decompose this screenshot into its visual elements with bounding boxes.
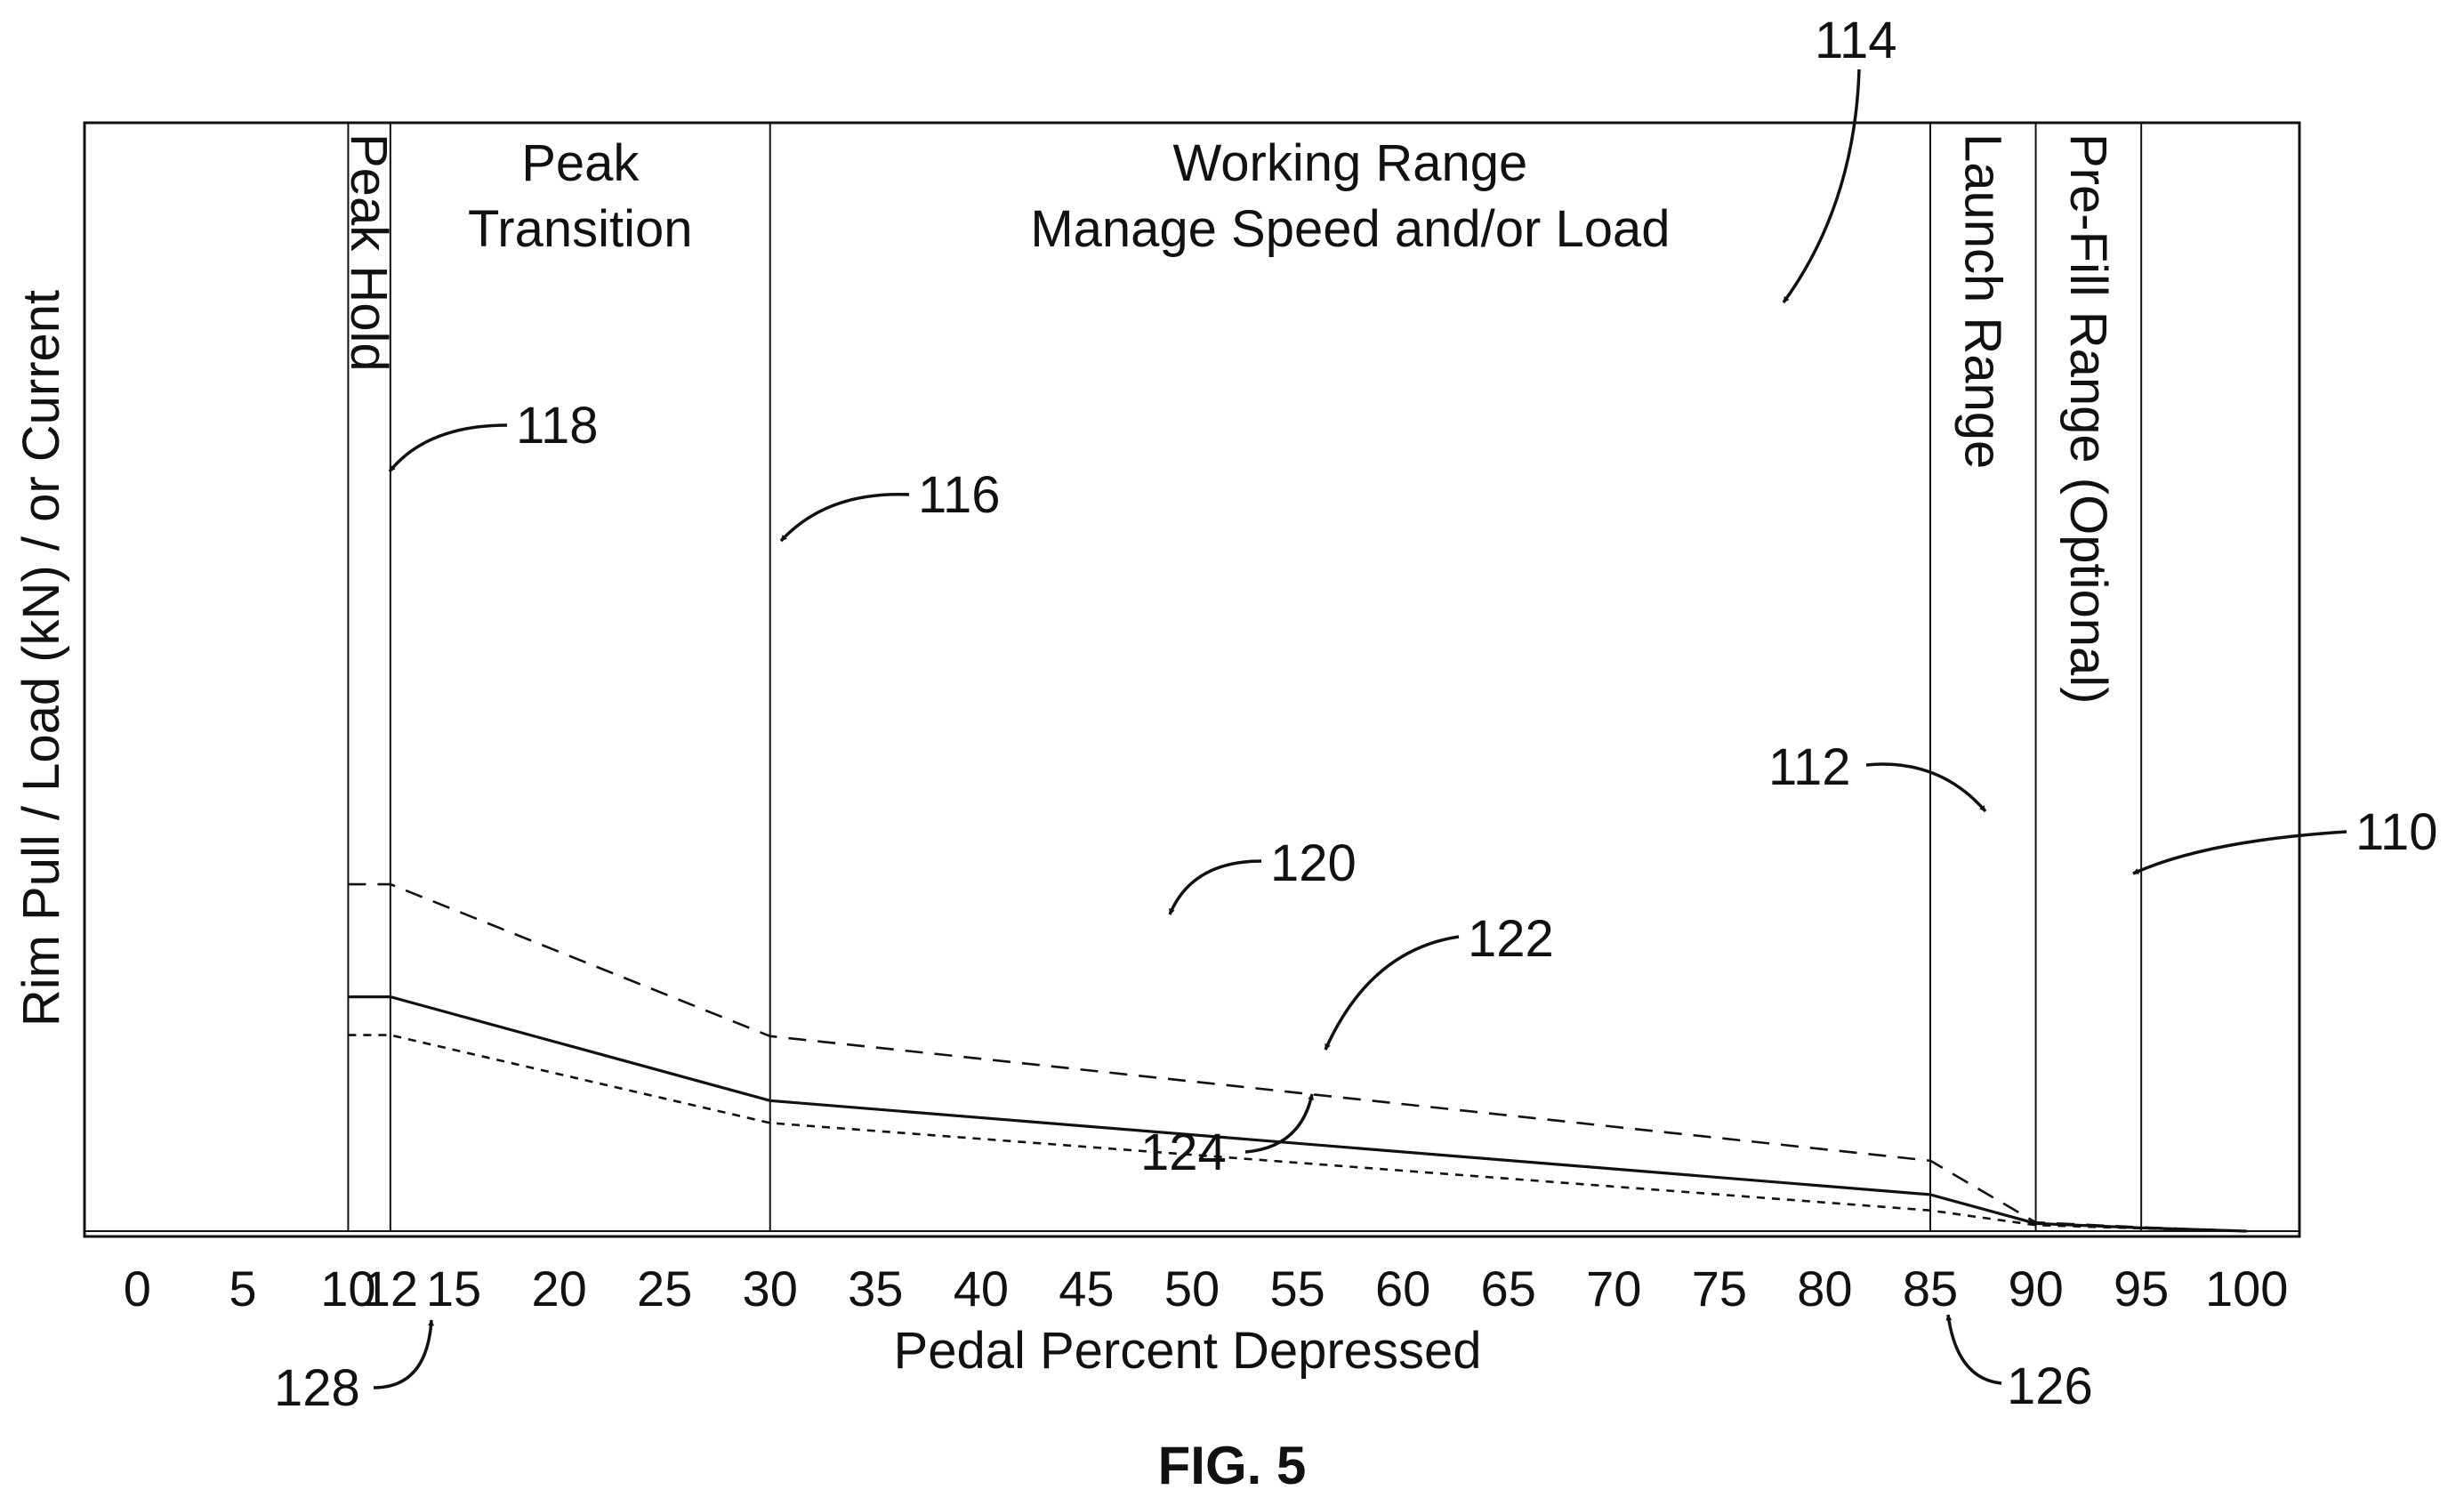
x-tick-55: 55 (1269, 1260, 1325, 1317)
callout-124: 124 (1140, 1093, 1315, 1181)
leader-126 (1945, 1314, 2002, 1385)
region-label-2-line-0: Working Range (1173, 134, 1528, 192)
x-tick-65: 65 (1481, 1260, 1536, 1317)
x-tick-20: 20 (531, 1260, 586, 1317)
region-label-0: Peak Hold (340, 133, 398, 372)
ref-122: 122 (1468, 910, 1554, 968)
x-tick-50: 50 (1164, 1260, 1220, 1317)
region-label-1: Peak Transition (468, 134, 693, 258)
x-tick-70: 70 (1586, 1260, 1641, 1317)
x-tick-40: 40 (954, 1260, 1009, 1317)
callout-120: 120 (1168, 834, 1357, 915)
series-122 (348, 995, 2247, 1233)
region-label-2-line-1: Manage Speed and/or Load (1030, 200, 1670, 258)
x-tick-10: 10 (320, 1260, 375, 1317)
leader-116 (779, 492, 910, 543)
leader-120 (1168, 859, 1262, 915)
ref-116: 116 (918, 466, 1000, 524)
series-layer (348, 882, 2247, 1233)
x-tick-15: 15 (426, 1260, 481, 1317)
region-dividers (347, 123, 2143, 1231)
x-tick-35: 35 (848, 1260, 903, 1317)
ref-126: 126 (2007, 1357, 2093, 1415)
x-tick-45: 45 (1059, 1260, 1114, 1317)
callout-110: 110 (2132, 803, 2437, 875)
callout-128: 128 (274, 1319, 435, 1417)
ref-124: 124 (1140, 1124, 1227, 1181)
ref-114: 114 (1815, 12, 1896, 69)
region-label-2: Working Range Manage Speed and/or Load (1030, 134, 1670, 258)
x-tick-75: 75 (1692, 1260, 1747, 1317)
plot-frame (83, 121, 2301, 1238)
x-axis-label: Pedal Percent Depressed (894, 1322, 1482, 1380)
callout-118: 118 (388, 397, 598, 473)
x-tick-90: 90 (2008, 1260, 2063, 1317)
series-120 (348, 882, 2247, 1233)
y-axis-label: Rim Pull / Load (kN) / or Current (12, 290, 70, 1027)
callout-126: 126 (1945, 1314, 2093, 1415)
leader-118 (388, 423, 508, 473)
callout-116: 116 (779, 466, 1000, 543)
x-tick-85: 85 (1903, 1260, 1958, 1317)
ref-118: 118 (516, 397, 598, 455)
x-tick-100: 100 (2205, 1260, 2288, 1317)
figure-label: FIG. 5 (1158, 1436, 1307, 1495)
x-tick-30: 30 (743, 1260, 798, 1317)
x-tick-95: 95 (2114, 1260, 2169, 1317)
ref-112: 112 (1768, 738, 1850, 796)
callout-122: 122 (1324, 910, 1554, 1051)
callout-114: 114 (1782, 12, 1896, 304)
leader-110 (2132, 830, 2347, 875)
callout-112: 112 (1768, 738, 1987, 813)
leader-124 (1244, 1093, 1315, 1154)
x-tick-12: 12 (363, 1260, 418, 1317)
ref-110: 110 (2355, 803, 2437, 861)
leader-122 (1324, 935, 1460, 1051)
region-labels: Peak Hold Peak Transition Working Range Mana… (340, 133, 2117, 704)
leader-128 (373, 1319, 435, 1389)
region-label-4: Pre-Fill Range (Optional) (2059, 133, 2117, 704)
x-tick-80: 80 (1797, 1260, 1852, 1317)
ref-120: 120 (1270, 834, 1357, 892)
leader-112 (1865, 762, 1987, 813)
x-tick-5: 5 (229, 1260, 256, 1317)
region-label-1-line-1: Transition (468, 200, 693, 258)
x-tick-60: 60 (1375, 1260, 1430, 1317)
x-tick-25: 25 (637, 1260, 692, 1317)
leader-114 (1782, 68, 1861, 304)
region-label-1-line-0: Peak (521, 134, 640, 192)
series-124 (348, 1034, 2247, 1233)
x-tick-0: 0 (124, 1260, 151, 1317)
ref-128: 128 (274, 1359, 360, 1417)
region-label-3: Launch Range (1953, 133, 2011, 469)
